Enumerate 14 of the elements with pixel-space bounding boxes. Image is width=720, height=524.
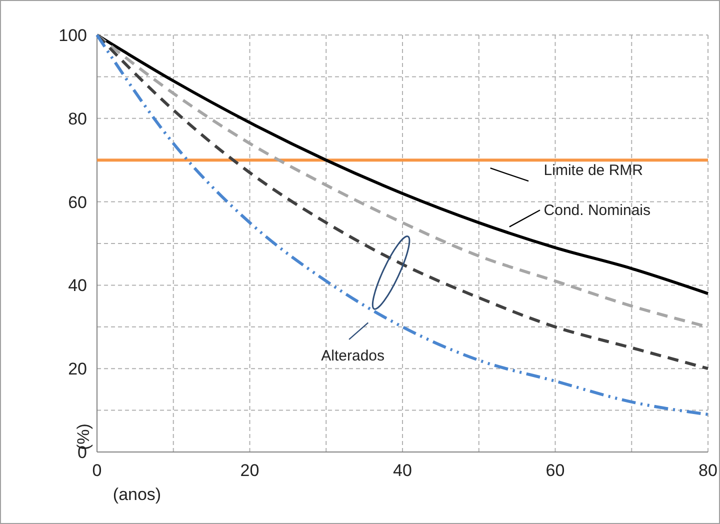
y-tick-label: 100	[58, 26, 87, 45]
legend-label: Cond. Nominais	[544, 202, 651, 220]
y-tick-label: 60	[68, 192, 87, 212]
x-tick-label: 80	[698, 461, 718, 480]
y-tick-label: 80	[68, 109, 87, 128]
x-axis-title: (anos)	[112, 485, 162, 504]
x-tick-label: 40	[393, 461, 412, 480]
annotation: Alterados	[321, 347, 385, 364]
x-tick-label: 0	[92, 461, 102, 480]
y-tick-label: 40	[68, 276, 87, 296]
x-tick-label: 20	[240, 461, 260, 480]
y-tick-label: 20	[68, 360, 87, 379]
ref-line-label: Limite de RMR	[544, 162, 644, 180]
x-tick-label: 60	[546, 461, 565, 480]
